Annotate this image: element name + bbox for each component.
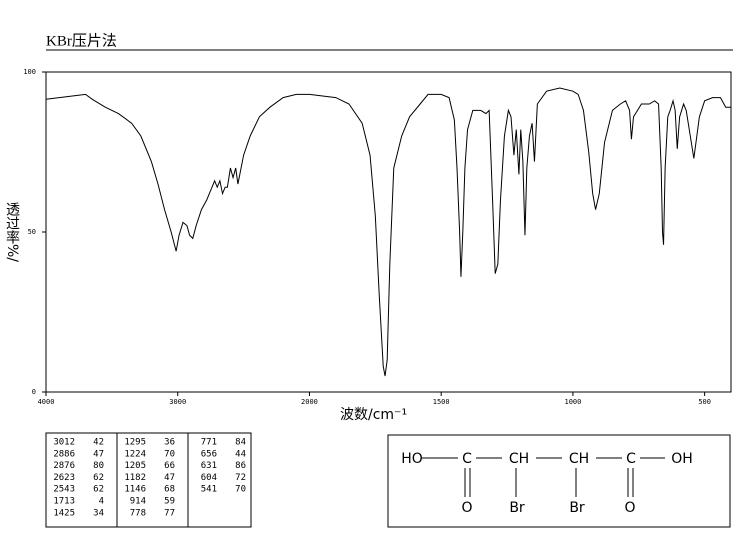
peak-transmittance: 86	[235, 461, 246, 471]
peak-transmittance: 4	[99, 497, 104, 507]
peak-wavenumber: 2886	[53, 449, 75, 459]
x-tick-label: 500	[698, 398, 711, 406]
peak-wavenumber: 656	[201, 449, 217, 459]
peak-wavenumber: 3012	[53, 438, 75, 448]
peak-transmittance: 77	[164, 508, 175, 518]
peak-wavenumber: 2623	[53, 473, 75, 483]
peak-transmittance: 44	[235, 449, 246, 459]
spectrum	[45, 87, 731, 377]
atom: CH	[509, 451, 529, 467]
peak-transmittance: 59	[164, 497, 175, 507]
peak-wavenumber: 914	[130, 497, 146, 507]
x-tick-label: 1500	[433, 398, 450, 406]
peak-transmittance: 66	[164, 461, 175, 471]
x-tick-label: 2000	[301, 398, 318, 406]
y-tick-label: 100	[23, 68, 36, 76]
peak-transmittance: 34	[93, 508, 104, 518]
header: KBr压片法	[46, 32, 117, 49]
peak-transmittance: 70	[235, 485, 246, 495]
x-tick-label: 3000	[169, 398, 186, 406]
peak-wavenumber: 1182	[124, 473, 146, 483]
x-axis-label: 波数/cm⁻¹	[340, 407, 407, 423]
plot-frame	[45, 71, 732, 393]
peak-wavenumber: 1205	[124, 461, 146, 471]
peak-wavenumber: 1295	[124, 438, 146, 448]
peak-wavenumber: 771	[201, 438, 217, 448]
peak-transmittance: 70	[164, 449, 175, 459]
atom: O	[624, 500, 635, 516]
x-tick-label: 1000	[564, 398, 581, 406]
atom: OH	[671, 451, 693, 467]
structure-box	[387, 434, 731, 528]
peak-wavenumber: 778	[130, 508, 146, 518]
peak-transmittance: 42	[93, 438, 104, 448]
atom: HO	[401, 451, 423, 467]
peak-transmittance: 68	[164, 485, 175, 495]
peak-wavenumber: 1713	[53, 497, 75, 507]
peak-wavenumber: 1224	[124, 449, 146, 459]
peak-transmittance: 72	[235, 473, 246, 483]
y-tick-label: 50	[28, 228, 36, 236]
atom: Br	[509, 500, 525, 516]
peak-transmittance: 36	[164, 438, 175, 448]
y-axis-label: 透过率%/	[4, 202, 20, 262]
atom: Br	[569, 500, 585, 516]
bonds	[422, 457, 665, 497]
peak-transmittance: 80	[93, 461, 104, 471]
peak-transmittance: 84	[235, 438, 246, 448]
peak-transmittance: 62	[93, 485, 104, 495]
atom: CH	[569, 451, 589, 467]
peak-transmittance: 47	[93, 449, 104, 459]
peak-wavenumber: 1146	[124, 485, 146, 495]
peak-transmittance: 62	[93, 473, 104, 483]
peak-wavenumber: 1425	[53, 508, 75, 518]
peak-transmittance: 47	[164, 473, 175, 483]
peak-wavenumber: 604	[201, 473, 217, 483]
atom: C	[626, 451, 636, 467]
atom: O	[461, 500, 472, 516]
x-tick-label: 4000	[38, 398, 55, 406]
peak-wavenumber: 541	[201, 485, 217, 495]
atom: C	[462, 451, 472, 467]
peak-wavenumber: 631	[201, 461, 217, 471]
peak-table	[45, 432, 252, 528]
y-tick-label: 0	[32, 388, 36, 396]
peak-wavenumber: 2876	[53, 461, 75, 471]
peak-wavenumber: 2543	[53, 485, 75, 495]
